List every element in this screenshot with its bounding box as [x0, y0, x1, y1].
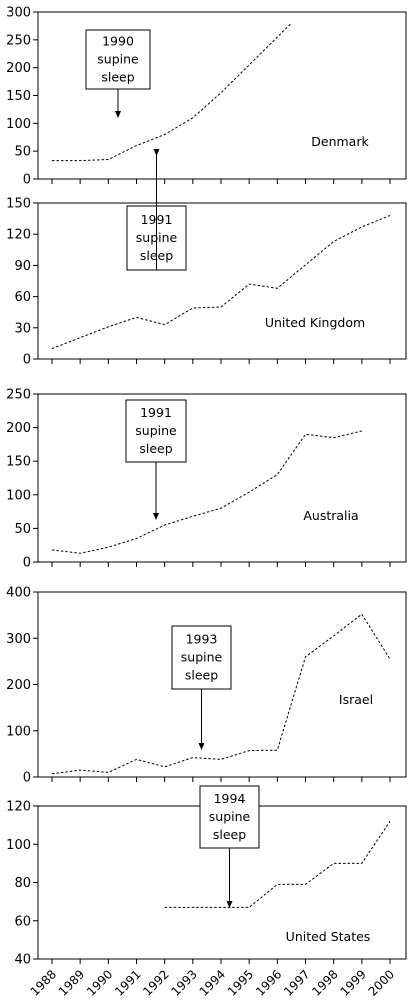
- callout-text: sleep: [213, 827, 246, 842]
- y-tick-label: 30: [14, 321, 31, 336]
- y-tick-label: 150: [6, 197, 31, 212]
- callout-arrowhead: [226, 901, 233, 908]
- callout-box: [199, 785, 260, 849]
- panel-frame-2: [37, 393, 407, 563]
- callout-text: supine: [135, 423, 177, 438]
- y-tick-label: 250: [6, 388, 31, 403]
- y-tick-label: 120: [6, 800, 31, 815]
- callout-text: sleep: [101, 70, 134, 85]
- y-tick-label: 100: [6, 838, 31, 853]
- y-tick-label: 300: [6, 6, 31, 21]
- x-tick-label: 1997: [281, 967, 312, 998]
- country-label: United Kingdom: [265, 315, 365, 330]
- x-tick-label: 1994: [197, 967, 228, 998]
- y-tick-label: 250: [6, 33, 31, 48]
- x-tick-label: 1988: [28, 967, 59, 998]
- x-tick-label: 1990: [84, 967, 115, 998]
- y-tick-label: 100: [6, 724, 31, 739]
- y-tick-label: 60: [14, 914, 31, 929]
- x-tick-label: 1991: [112, 967, 143, 998]
- callout-text: supine: [97, 52, 139, 67]
- country-label: Denmark: [311, 134, 369, 149]
- callout-arrowhead: [115, 111, 121, 118]
- callout-text: 1993: [186, 632, 218, 647]
- y-tick-label: 80: [14, 876, 31, 891]
- x-tick-label: 1993: [168, 967, 199, 998]
- y-tick-label: 0: [23, 353, 31, 368]
- y-tick-label: 40: [14, 953, 31, 968]
- callout-text: supine: [209, 809, 251, 824]
- y-tick-label: 60: [14, 290, 31, 305]
- y-tick-label: 200: [6, 678, 31, 693]
- callout-arrowhead: [198, 743, 205, 750]
- x-tick-label: 1999: [337, 967, 368, 998]
- callout-arrowhead: [153, 513, 159, 520]
- y-tick-label: 100: [6, 488, 31, 503]
- callout-text: sleep: [185, 668, 218, 683]
- y-tick-label: 50: [14, 145, 31, 160]
- y-tick-label: 90: [14, 259, 31, 274]
- panel-frame-1: [37, 202, 407, 360]
- y-tick-label: 120: [6, 228, 31, 243]
- callout-arrowhead: [153, 149, 160, 156]
- series-line-australia: [51, 430, 362, 554]
- country-label: Israel: [339, 692, 373, 707]
- y-tick-label: 0: [23, 173, 31, 188]
- series-line-united-kingdom: [51, 215, 391, 350]
- x-tick-label: 2000: [366, 967, 397, 998]
- callout-text: 1991: [140, 405, 172, 420]
- series-line-israel: [51, 613, 391, 775]
- y-tick-label: 300: [6, 632, 31, 647]
- callout-box: [171, 625, 232, 690]
- series-line-denmark: [52, 22, 292, 162]
- callout-text: 1994: [214, 791, 246, 806]
- callout-box: [125, 399, 187, 463]
- x-tick-label: 1989: [56, 967, 87, 998]
- x-tick-label: 1995: [225, 967, 256, 998]
- y-tick-label: 0: [23, 771, 31, 786]
- x-tick-label: 1992: [140, 967, 171, 998]
- country-label: United States: [286, 929, 371, 944]
- callout-text: 1990: [102, 34, 134, 49]
- y-tick-label: 200: [6, 61, 31, 76]
- series-line-united-states: [164, 821, 391, 908]
- y-tick-label: 150: [6, 455, 31, 470]
- y-tick-label: 200: [6, 421, 31, 436]
- y-tick-label: 400: [6, 586, 31, 601]
- callout-text: sleep: [139, 441, 172, 456]
- y-tick-label: 0: [23, 556, 31, 571]
- x-tick-label: 1996: [253, 967, 284, 998]
- x-tick-label: 1998: [309, 967, 340, 998]
- y-tick-label: 150: [6, 89, 31, 104]
- callout-text: supine: [181, 650, 223, 665]
- country-label: Australia: [303, 508, 358, 523]
- y-tick-label: 50: [14, 522, 31, 537]
- y-tick-label: 100: [6, 117, 31, 132]
